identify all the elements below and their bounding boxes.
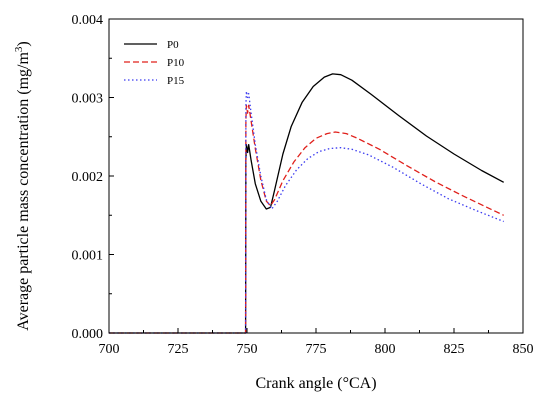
x-tick-label: 775 <box>306 342 327 357</box>
series-line-p10 <box>109 104 504 334</box>
series-line-p15 <box>109 90 504 334</box>
y-tick-label: 0.004 <box>72 13 104 28</box>
legend: P0 P10 P15 <box>124 39 185 87</box>
y-tick-label: 0.001 <box>72 249 104 264</box>
y-axis-title-superscript: 3 <box>13 46 25 52</box>
y-axis-title-main: Average particle mass concentration (mg/… <box>15 52 32 331</box>
x-tick-label: 725 <box>168 342 189 357</box>
x-tick-label: 825 <box>444 342 465 357</box>
y-tick-label: 0.003 <box>72 92 104 107</box>
x-tick-label: 850 <box>513 342 534 357</box>
legend-label-p0: P0 <box>167 39 179 51</box>
x-tick-label: 800 <box>375 342 396 357</box>
legend-label-p15: P15 <box>167 75 185 87</box>
y-axis-title-close: ) <box>15 41 32 46</box>
y-axis-title: Average particle mass concentration (mg/… <box>13 41 32 331</box>
x-axis-title: Crank angle (°CA) <box>255 375 376 392</box>
axis-layer: 700 725 750 775 800 825 850 0.000 0.001 0.002 0.00… <box>72 13 534 357</box>
legend-label-p10: P10 <box>167 57 185 69</box>
x-tick-label: 750 <box>237 342 258 357</box>
series-layer <box>109 73 505 334</box>
series-line-p0 <box>109 73 505 334</box>
x-tick-label: 700 <box>99 342 120 357</box>
y-tick-label: 0.000 <box>72 327 104 342</box>
y-tick-label: 0.002 <box>72 170 104 185</box>
